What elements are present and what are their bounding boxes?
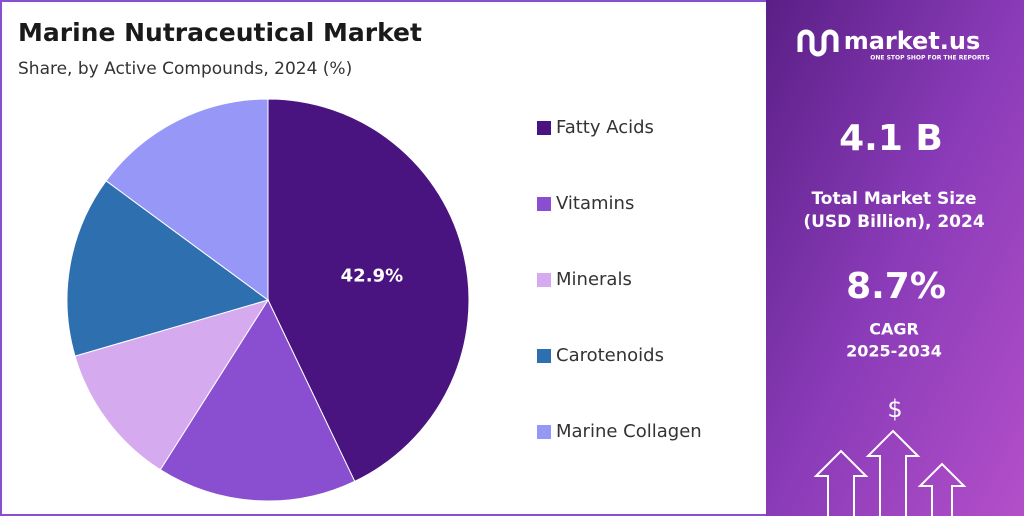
legend-swatch — [537, 273, 551, 287]
market-size-label: Total Market Size — [811, 189, 976, 209]
currency: $ — [887, 395, 902, 423]
tagline: ONE STOP SHOP FOR THE REPORTS — [870, 55, 989, 62]
market-size: 4.1 B — [839, 118, 943, 159]
legend-swatch — [537, 121, 551, 135]
legend-label: Fatty Acids — [556, 117, 654, 138]
pie-slice — [267, 98, 470, 482]
sidebar-bg — [766, 0, 1024, 516]
cagr-label: 2025-2034 — [846, 342, 942, 361]
chart-subtitle: Share, by Active Compounds, 2024 (%) — [18, 59, 352, 79]
pie-slice — [159, 298, 356, 502]
pie-slice — [105, 98, 269, 301]
market-size-label: (USD Billion), 2024 — [803, 212, 985, 232]
data-label: 42.9% — [341, 265, 403, 286]
pie-slice — [66, 180, 270, 357]
chart-title: Marine Nutraceutical Market — [18, 18, 422, 47]
sidebar: market.us ONE STOP SHOP FOR THE REPORTS … — [797, 27, 990, 516]
legend-label: Marine Collagen — [556, 421, 702, 442]
legend-label: Vitamins — [556, 193, 634, 214]
arrows — [813, 429, 967, 516]
legend-label: Carotenoids — [556, 345, 664, 366]
legend-swatch — [537, 425, 551, 439]
legend-label: Minerals — [556, 269, 632, 290]
brand: market.us — [844, 27, 981, 55]
logo-icon — [797, 29, 839, 57]
legend-swatch — [537, 349, 551, 363]
legend-swatch — [537, 197, 551, 211]
cagr-label: CAGR — [869, 320, 919, 339]
cagr: 8.7% — [846, 266, 946, 307]
